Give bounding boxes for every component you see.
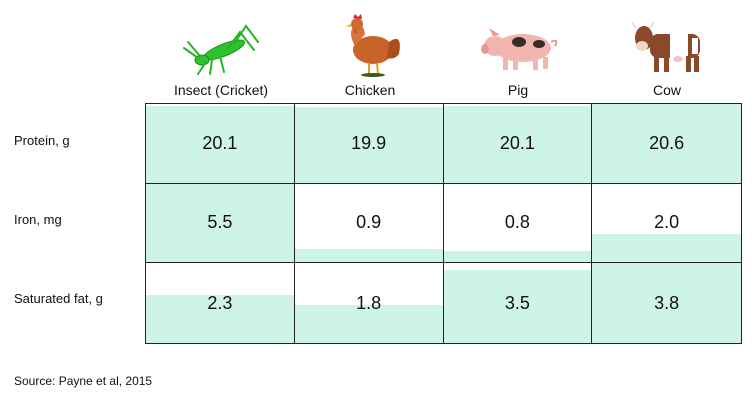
table-cell: 2.3 bbox=[146, 263, 295, 343]
table-cell: 3.5 bbox=[443, 263, 593, 343]
cell-value: 3.5 bbox=[504, 292, 530, 313]
column-header: Cow bbox=[593, 8, 741, 98]
value-fill-bar bbox=[443, 269, 592, 343]
table-cell: 5.5 bbox=[146, 183, 295, 264]
source-note: Source: Payne et al, 2015 bbox=[14, 374, 153, 388]
cell-value: 3.8 bbox=[654, 292, 680, 313]
cell-value: 2.3 bbox=[207, 292, 233, 313]
cell-value: 0.9 bbox=[356, 212, 382, 233]
value-fill-bar bbox=[443, 250, 592, 263]
row-label: Iron, mg bbox=[14, 212, 62, 227]
column-label: Chicken bbox=[344, 82, 396, 98]
cricket-icon bbox=[183, 24, 259, 75]
table-cell: 20.1 bbox=[146, 104, 295, 184]
value-fill-bar bbox=[294, 106, 443, 183]
table-cell: 3.8 bbox=[592, 263, 741, 343]
cell-value: 2.0 bbox=[654, 212, 680, 233]
value-fill-bar bbox=[146, 105, 294, 183]
cell-value: 5.5 bbox=[207, 212, 233, 233]
value-fill-bar bbox=[592, 263, 741, 343]
value-fill-bar bbox=[592, 104, 741, 183]
value-fill-bar bbox=[294, 305, 443, 343]
pig-icon bbox=[481, 28, 558, 70]
nutrition-table: 20.1 19.9 20.1 20.6 5.5 0.9 0.8 2.0 2.3 1.8 3.5 3.8 bbox=[145, 103, 742, 344]
cow-icon bbox=[631, 21, 700, 72]
table-cell: 0.9 bbox=[294, 183, 444, 264]
column-label: Cow bbox=[652, 82, 681, 98]
table-cell: 20.1 bbox=[443, 104, 593, 184]
row-label: Saturated fat, g bbox=[14, 291, 103, 306]
table-cell: 19.9 bbox=[294, 104, 444, 184]
value-fill-bar bbox=[146, 294, 294, 343]
cell-value: 20.1 bbox=[499, 132, 535, 153]
column-header: Pig bbox=[444, 8, 592, 98]
cell-value: 0.8 bbox=[504, 212, 530, 233]
column-header: Insect (Cricket) bbox=[147, 8, 295, 98]
row-label: Protein, g bbox=[14, 133, 70, 148]
table-cell: 2.0 bbox=[592, 184, 741, 264]
table-cell: 20.6 bbox=[592, 104, 741, 184]
value-fill-bar bbox=[443, 105, 592, 183]
cell-value: 19.9 bbox=[351, 132, 387, 153]
chicken-icon bbox=[346, 14, 400, 77]
value-fill-bar bbox=[146, 183, 294, 263]
table-cell: 1.8 bbox=[294, 263, 444, 343]
column-label: Insect (Cricket) bbox=[173, 82, 269, 98]
cell-value: 20.1 bbox=[202, 132, 238, 153]
column-header: Chicken bbox=[296, 8, 444, 98]
value-fill-bar bbox=[294, 249, 443, 263]
value-fill-bar bbox=[592, 233, 741, 263]
table-cell: 0.8 bbox=[443, 183, 593, 264]
column-label: Pig bbox=[507, 82, 529, 98]
cell-value: 20.6 bbox=[649, 132, 685, 153]
cell-value: 1.8 bbox=[356, 292, 382, 313]
